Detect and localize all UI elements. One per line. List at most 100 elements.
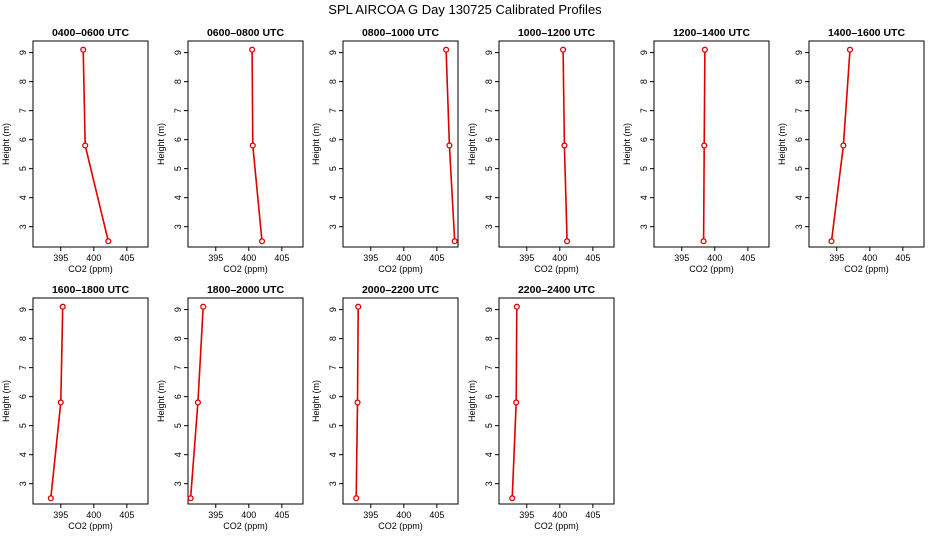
x-tick-label: 400 xyxy=(86,510,101,520)
y-tick-label: 8 xyxy=(639,79,649,84)
y-tick-label: 6 xyxy=(639,137,649,142)
data-point xyxy=(82,142,89,149)
data-point xyxy=(700,238,707,245)
y-tick-label: 3 xyxy=(173,224,183,229)
x-tick-label: 405 xyxy=(585,253,600,263)
x-tick-label: 400 xyxy=(707,253,722,263)
x-tick-label: 395 xyxy=(519,253,534,263)
x-tick-label: 395 xyxy=(53,253,68,263)
y-tick-label: 5 xyxy=(173,423,183,428)
y-tick-label: 9 xyxy=(639,50,649,55)
y-tick-label: 6 xyxy=(173,137,183,142)
data-point xyxy=(509,495,516,502)
y-tick-label: 5 xyxy=(173,166,183,171)
y-tick-label: 4 xyxy=(484,452,494,457)
plot-frame xyxy=(342,297,459,505)
x-tick-label: 395 xyxy=(208,510,223,520)
panel-7: 1600–1800 UTC 395 400 405 3 4 5 6 7 8 9 CO2 (ppm) He… xyxy=(1,284,149,531)
data-point xyxy=(355,303,362,310)
plot-frame xyxy=(187,297,304,505)
x-tick-label: 405 xyxy=(429,253,444,263)
plot-frame xyxy=(498,40,615,248)
x-axis-label: CO2 (ppm) xyxy=(378,264,423,274)
y-tick-label: 8 xyxy=(484,336,494,341)
y-tick-label: 8 xyxy=(173,79,183,84)
data-point xyxy=(701,142,708,149)
y-tick-label: 3 xyxy=(484,481,494,486)
x-tick-label: 395 xyxy=(208,253,223,263)
y-tick-label: 5 xyxy=(18,423,28,428)
y-tick-label: 3 xyxy=(18,224,28,229)
y-tick-label: 6 xyxy=(484,394,494,399)
data-point xyxy=(80,46,87,53)
data-point xyxy=(446,142,453,149)
data-point xyxy=(443,46,450,53)
x-tick-label: 400 xyxy=(552,253,567,263)
y-tick-label: 3 xyxy=(484,224,494,229)
plot-frame xyxy=(808,40,925,248)
y-tick-label: 7 xyxy=(173,365,183,370)
y-axis-label: Height (m) xyxy=(1,123,11,165)
y-tick-label: 5 xyxy=(328,166,338,171)
x-tick-label: 405 xyxy=(895,253,910,263)
y-tick-label: 6 xyxy=(18,394,28,399)
y-tick-label: 6 xyxy=(328,137,338,142)
y-tick-label: 7 xyxy=(328,108,338,113)
plot-frame xyxy=(342,40,459,248)
x-axis-label: CO2 (ppm) xyxy=(534,521,579,531)
y-tick-label: 7 xyxy=(484,365,494,370)
panel-title: 0600–0800 UTC xyxy=(207,27,284,39)
data-point xyxy=(840,142,847,149)
data-point xyxy=(828,238,835,245)
x-tick-label: 395 xyxy=(829,253,844,263)
x-tick-label: 400 xyxy=(86,253,101,263)
data-point xyxy=(513,303,520,310)
x-tick-label: 400 xyxy=(396,510,411,520)
y-axis-label: Height (m) xyxy=(1,380,11,422)
y-tick-label: 7 xyxy=(173,108,183,113)
y-tick-label: 3 xyxy=(173,481,183,486)
y-tick-label: 9 xyxy=(18,50,28,55)
x-tick-label: 405 xyxy=(740,253,755,263)
y-tick-label: 8 xyxy=(484,79,494,84)
x-axis-label: CO2 (ppm) xyxy=(844,264,889,274)
data-point xyxy=(258,238,266,245)
x-tick-label: 405 xyxy=(585,510,600,520)
x-tick-label: 400 xyxy=(862,253,877,263)
y-tick-label: 9 xyxy=(173,50,183,55)
y-axis-label: Height (m) xyxy=(156,123,166,165)
data-point xyxy=(846,46,854,53)
plot-frame xyxy=(187,40,304,248)
y-tick-label: 5 xyxy=(18,166,28,171)
y-tick-label: 7 xyxy=(328,365,338,370)
panel-5: 1200–1400 UTC 395 400 405 3 4 5 6 7 8 9 CO2 (ppm) He… xyxy=(622,27,770,274)
y-axis-label: Height (m) xyxy=(311,123,321,165)
x-axis-label: CO2 (ppm) xyxy=(223,521,268,531)
y-axis-label: Height (m) xyxy=(467,123,477,165)
y-tick-label: 9 xyxy=(328,50,338,55)
y-tick-label: 6 xyxy=(794,137,804,142)
y-tick-label: 8 xyxy=(328,336,338,341)
x-tick-label: 400 xyxy=(396,253,411,263)
x-axis-label: CO2 (ppm) xyxy=(223,264,268,274)
x-axis-label: CO2 (ppm) xyxy=(68,521,113,531)
data-point xyxy=(561,142,568,149)
y-tick-label: 9 xyxy=(794,50,804,55)
x-axis-label: CO2 (ppm) xyxy=(378,521,423,531)
x-tick-label: 405 xyxy=(429,510,444,520)
data-point xyxy=(249,142,256,149)
y-tick-label: 8 xyxy=(18,79,28,84)
data-point xyxy=(105,238,112,245)
x-tick-label: 405 xyxy=(274,510,289,520)
panel-title: 0800–1000 UTC xyxy=(362,27,439,39)
panel-title: 1800–2000 UTC xyxy=(207,284,284,296)
data-point xyxy=(187,495,194,502)
plot-frame xyxy=(32,40,149,248)
y-tick-label: 4 xyxy=(484,195,494,200)
y-tick-label: 3 xyxy=(18,481,28,486)
y-tick-label: 9 xyxy=(484,307,494,312)
figure-title: SPL AIRCOA G Day 130725 Calibrated Profi… xyxy=(328,2,602,17)
panel-1: 0400–0600 UTC 395 400 405 3 4 5 6 7 8 9 CO2 (ppm) He… xyxy=(1,27,149,274)
